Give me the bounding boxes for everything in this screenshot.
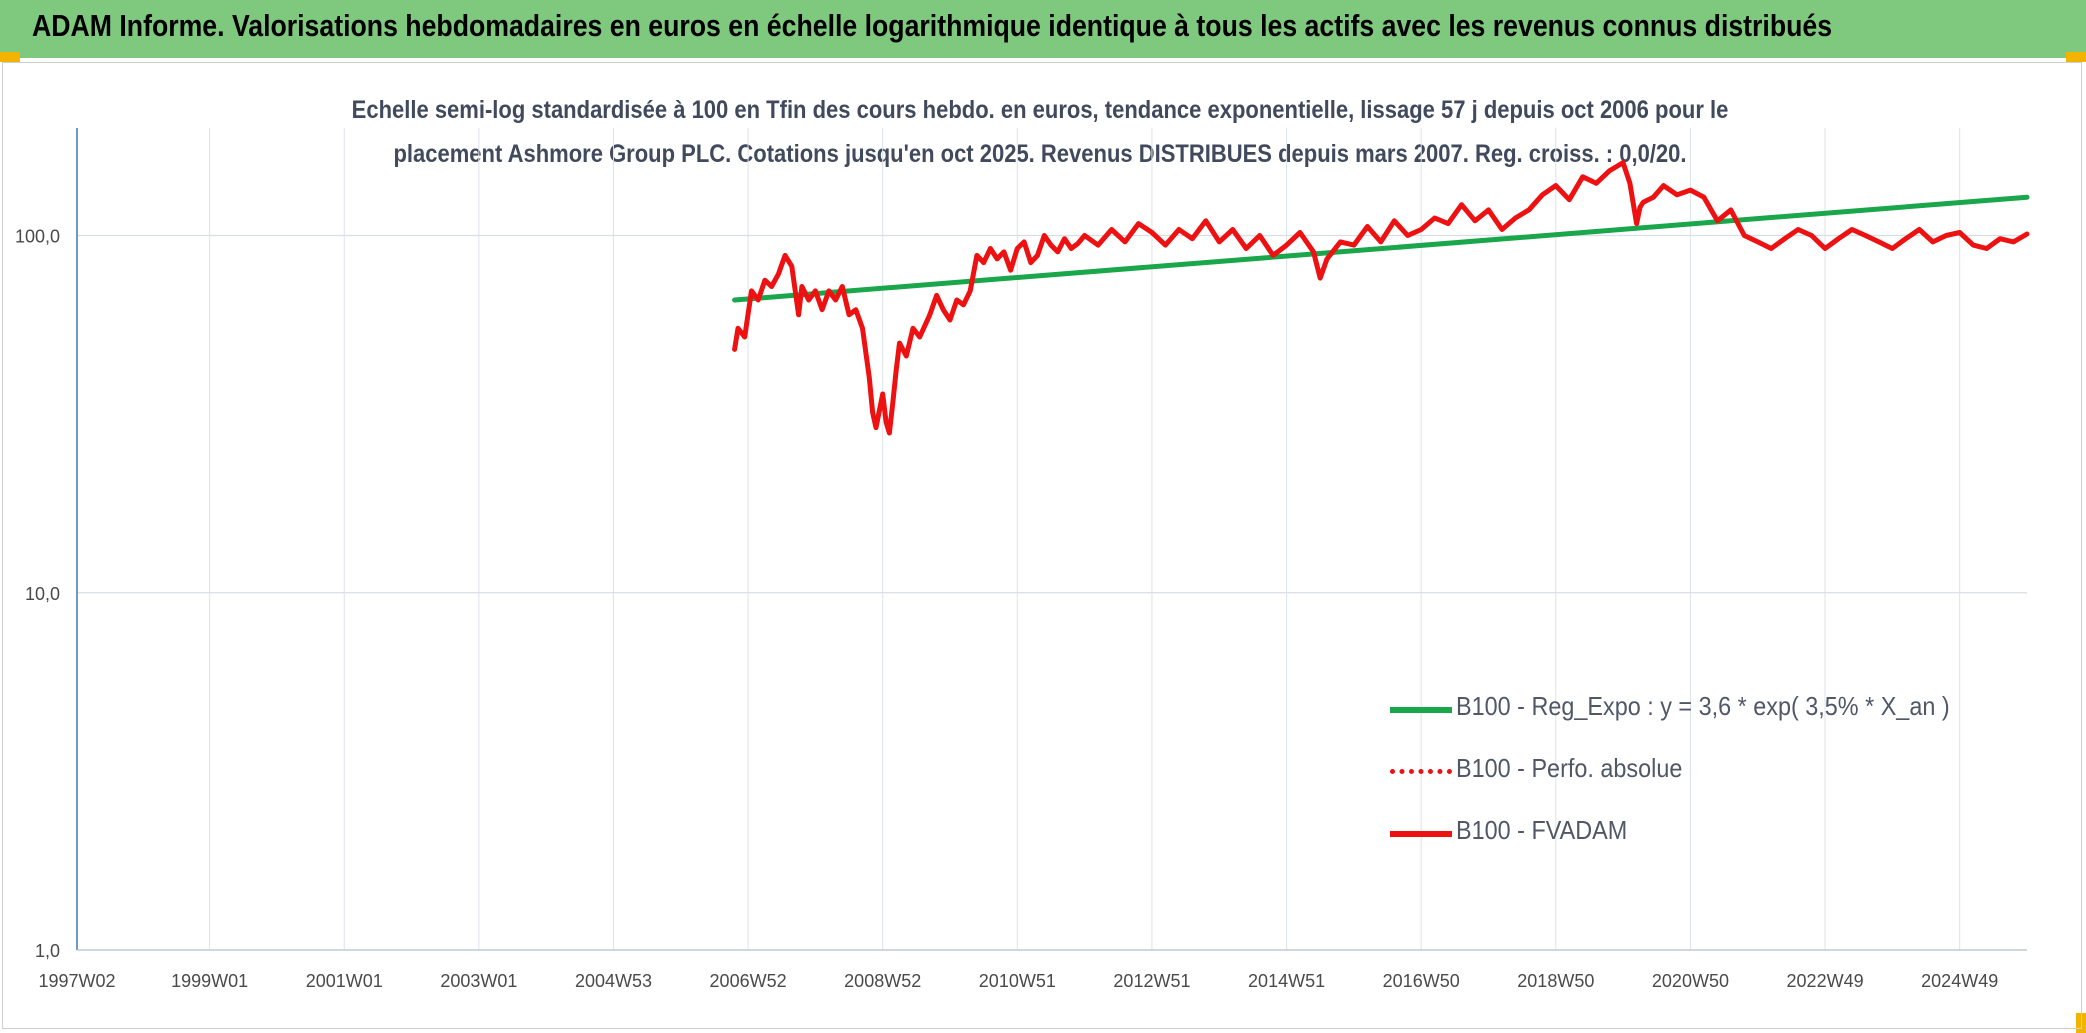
legend-label-perfo: B100 - Perfo. absolue [1456,753,1683,783]
y-tick-label-2: 100,0 [15,227,60,247]
legend-label-fvadam: B100 - FVADAM [1456,815,1628,845]
x-tick-label-7: 2010W51 [979,971,1056,991]
x-tick-label-0: 1997W02 [38,971,115,991]
x-tick-label-12: 2020W50 [1652,971,1729,991]
chart-frame [2,62,2082,1029]
legend-swatch-perfo [1390,769,1452,774]
x-tick-label-14: 2024W49 [1921,971,1998,991]
legend-label-regression: B100 - Reg_Expo : y = 3,6 * exp( 3,5% * … [1456,691,1950,721]
corner-marker-right [2066,52,2086,62]
x-tick-label-1: 1999W01 [171,971,248,991]
report-banner: ADAM Informe. Valorisations hebdomadaire… [0,0,2086,58]
chart-title: Echelle semi-log standardisée à 100 en T… [240,88,1840,176]
series-line-2 [732,160,2030,436]
x-tick-label-13: 2022W49 [1787,971,1864,991]
x-tick-label-5: 2006W52 [710,971,787,991]
x-tick-label-2: 2001W01 [306,971,383,991]
y-tick-label-1: 10,0 [25,584,60,604]
x-tick-label-4: 2004W53 [575,971,652,991]
x-tick-label-6: 2008W52 [844,971,921,991]
report-title: ADAM Informe. Valorisations hebdomadaire… [32,8,1833,43]
legend-swatch-regression [1390,707,1452,713]
x-tick-label-10: 2016W50 [1383,971,1460,991]
x-tick-label-11: 2018W50 [1517,971,1594,991]
x-tick-label-9: 2014W51 [1248,971,1325,991]
chart-title-line-2: placement Ashmore Group PLC. Cotations j… [393,140,1687,168]
corner-marker-left [0,52,20,62]
series-line-0 [732,194,2030,303]
y-tick-label-0: 1,0 [35,941,60,961]
x-tick-label-3: 2003W01 [440,971,517,991]
x-tick-label-8: 2012W51 [1113,971,1190,991]
chart-title-line-1: Echelle semi-log standardisée à 100 en T… [351,96,1729,124]
legend-swatch-fvadam [1390,831,1452,837]
